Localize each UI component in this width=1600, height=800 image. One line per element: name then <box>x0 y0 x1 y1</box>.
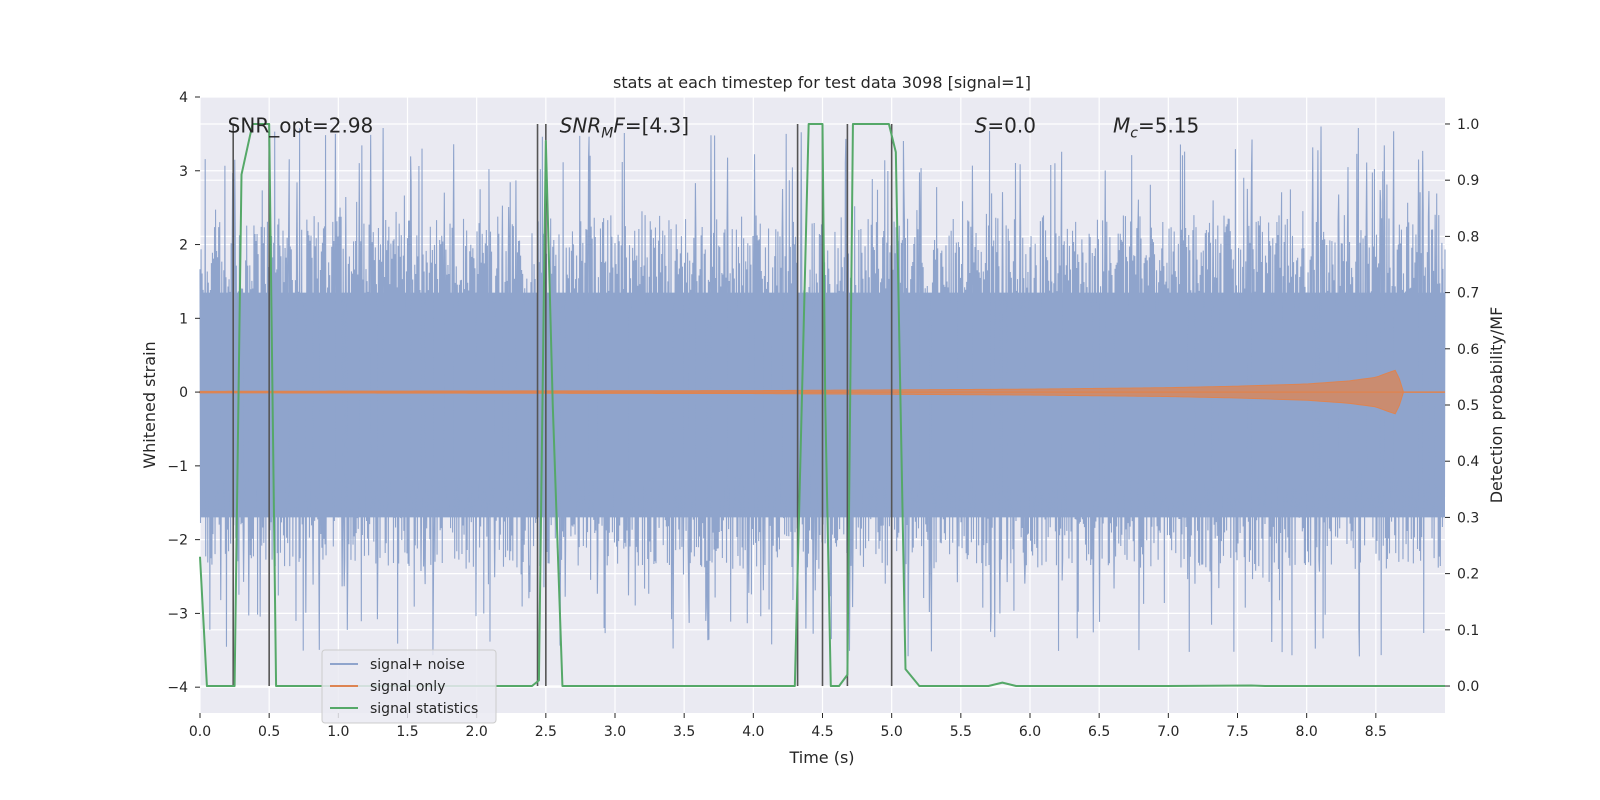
y2-tick-label-9: 0.9 <box>1457 173 1479 189</box>
y2-tick-label-0: 0.0 <box>1457 679 1479 695</box>
x-tick-label-1: 0.5 <box>258 724 280 740</box>
y2-tick-label-10: 1.0 <box>1457 117 1479 133</box>
annotation-s-value: S=0.0 <box>975 114 1036 138</box>
y2-tick-label-8: 0.8 <box>1457 229 1479 245</box>
legend-box <box>321 649 497 724</box>
stats-line <box>199 122 1445 688</box>
y2-tick-label-4: 0.4 <box>1457 454 1479 470</box>
x-tick-label-13: 6.5 <box>1088 724 1110 740</box>
x-tick-label-9: 4.5 <box>811 724 833 740</box>
y-tick-label-8: 4 <box>179 90 188 106</box>
series-signal-statistics <box>199 122 1445 688</box>
y2-tick-label-2: 0.2 <box>1457 567 1479 583</box>
x-axis-label: Time (s) <box>788 748 854 767</box>
x-tick-label-17: 8.5 <box>1365 724 1387 740</box>
legend-label-0: signal+ noise <box>370 657 465 673</box>
annotation-snr-mf: SNRMF=[4.3] <box>560 114 689 142</box>
x-tick-label-7: 3.5 <box>673 724 695 740</box>
chart-title: stats at each timestep for test data 309… <box>613 73 1031 92</box>
x-tick-label-15: 7.5 <box>1226 724 1248 740</box>
y-tick-label-6: 2 <box>179 238 188 254</box>
x-tick-label-8: 4.0 <box>742 724 764 740</box>
legend: signal+ noise signal only signal statistic… <box>321 649 497 724</box>
legend-label-2: signal statistics <box>370 701 478 717</box>
x-tick-label-6: 3.0 <box>604 724 626 740</box>
x-tick-label-3: 1.5 <box>396 724 418 740</box>
y2-tick-label-3: 0.3 <box>1457 510 1479 526</box>
annotation-snr-opt: SNR_opt=2.98 <box>228 114 374 138</box>
annotation-mc-value: Mc=5.15 <box>1113 114 1199 142</box>
y-tick-label-4: 0 <box>179 385 188 401</box>
x-tick-label-14: 7.0 <box>1157 724 1179 740</box>
x-tick-label-12: 6.0 <box>1019 724 1041 740</box>
x-tick-label-4: 2.0 <box>466 724 488 740</box>
y2-tick-label-5: 0.5 <box>1457 398 1479 414</box>
y-tick-label-0: −4 <box>167 680 188 696</box>
y-tick-label-2: −2 <box>167 533 188 549</box>
y-tick-label-5: 1 <box>179 311 188 327</box>
x-tick-label-5: 2.5 <box>535 724 557 740</box>
y-tick-label-3: −1 <box>167 459 188 475</box>
y2-axis-label: Detection probability/MF <box>1487 307 1506 504</box>
x-tick-label-10: 5.0 <box>881 724 903 740</box>
axes: 0.0 0.5 1.0 1.5 2.0 2.5 3.0 3.5 4.0 4.5 5.0 5.5 6.0 6… <box>167 90 1479 740</box>
y2-tick-label-1: 0.1 <box>1457 623 1479 639</box>
x-tick-label-11: 5.5 <box>950 724 972 740</box>
y-tick-label-1: −3 <box>167 606 188 622</box>
x-tick-label-0: 0.0 <box>189 724 211 740</box>
y2-tick-label-6: 0.6 <box>1457 342 1479 358</box>
y-axis-label: Whitened strain <box>140 341 159 468</box>
y-tick-label-7: 3 <box>179 164 188 180</box>
y2-tick-label-7: 0.7 <box>1457 286 1479 302</box>
legend-label-1: signal only <box>370 679 445 695</box>
x-tick-label-2: 1.0 <box>327 724 349 740</box>
annotations: SNR_opt=2.98 SNRMF=[4.3] S=0.0 Mc=5.15 <box>228 114 1200 142</box>
x-tick-label-16: 8.0 <box>1296 724 1318 740</box>
